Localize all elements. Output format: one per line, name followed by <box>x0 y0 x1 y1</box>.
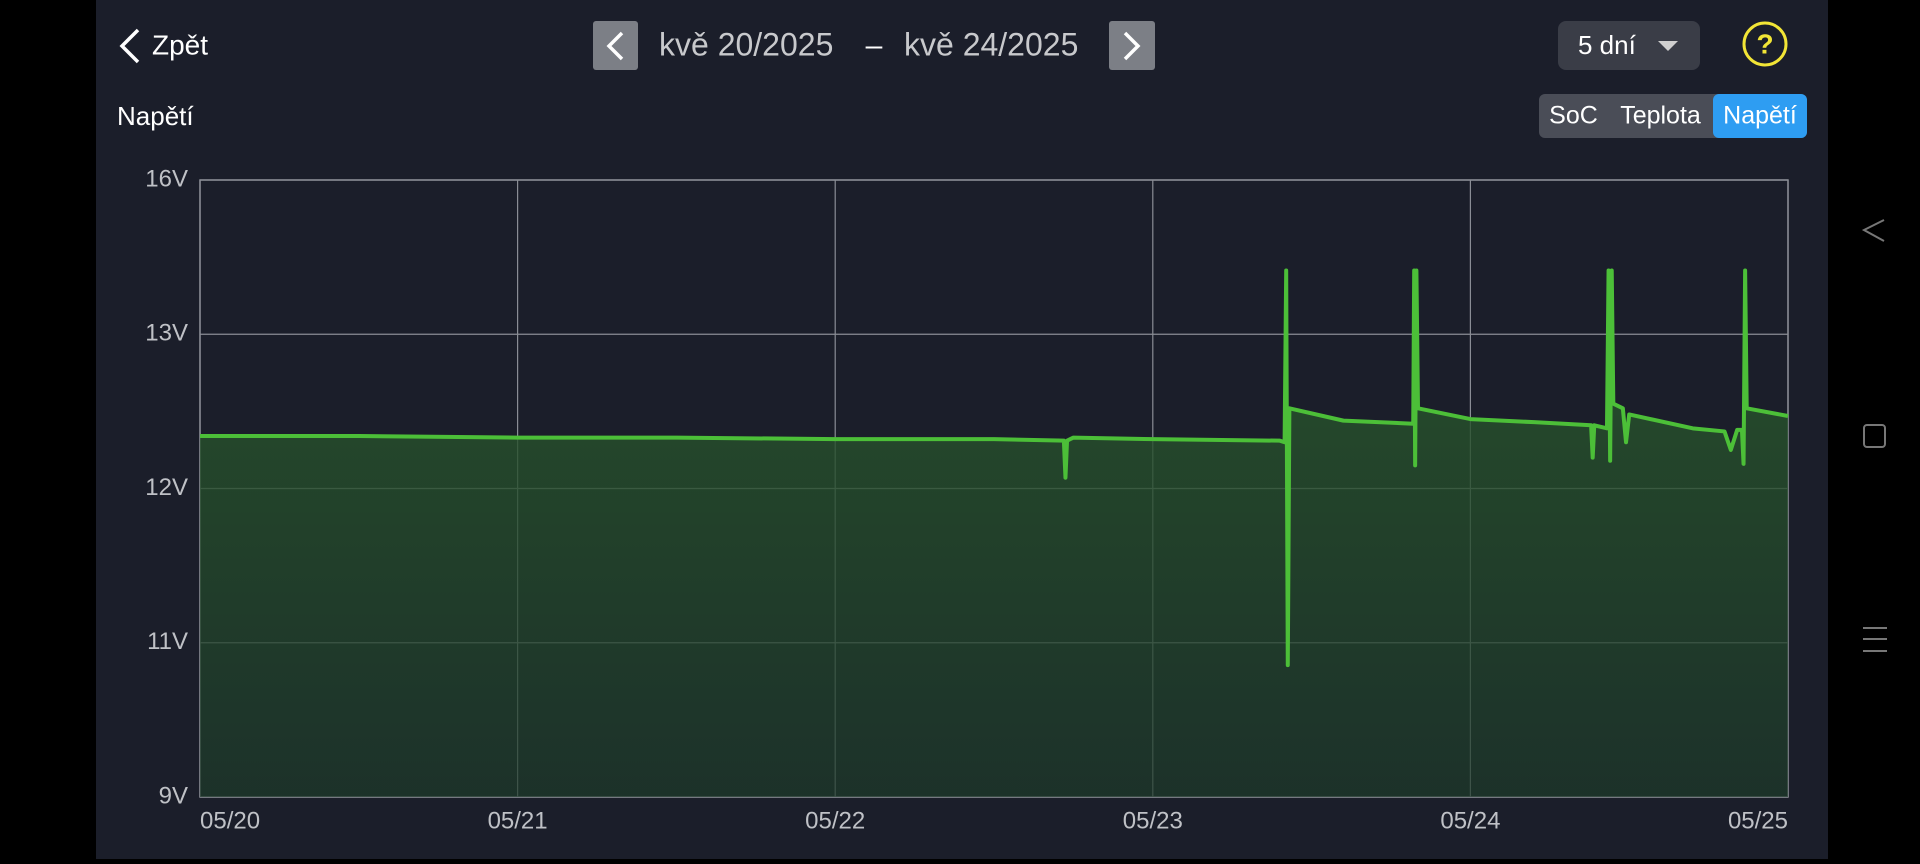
x-tick-label: 05/24 <box>1440 807 1500 834</box>
date-separator: – <box>866 29 883 62</box>
chart: 9V 11V 12V 13V 16V 05/20 05/21 05/22 05/23 05/24 0… <box>145 165 1789 834</box>
nav-home[interactable] <box>1863 424 1886 448</box>
period-dropdown[interactable]: 5 dní <box>1558 21 1700 70</box>
back-button[interactable]: Zpět <box>119 28 208 64</box>
prev-icon <box>606 31 624 61</box>
voltage-line <box>200 268 1789 668</box>
tab-active-bg <box>1713 94 1807 138</box>
y-tick-label: 12V <box>145 474 188 501</box>
x-tick-label: 05/25 <box>1728 807 1788 834</box>
y-tick-label: 9V <box>159 782 188 809</box>
tab-group: SoC Teplota Napětí <box>1539 94 1807 138</box>
y-tick-label: 16V <box>145 165 188 192</box>
next-bg <box>1109 21 1155 70</box>
back-label: Zpět <box>152 29 208 60</box>
dropdown-bg <box>1558 21 1700 70</box>
x-tick-label: 05/23 <box>1123 807 1183 834</box>
x-tick-label: 05/22 <box>805 807 865 834</box>
help-label: ? <box>1756 28 1773 59</box>
period-label: 5 dní <box>1578 30 1637 60</box>
nav-recent[interactable] <box>1863 627 1887 652</box>
help-button[interactable]: ? <box>1742 21 1788 67</box>
x-tick-label: 05/20 <box>200 807 260 834</box>
next-icon <box>1123 31 1141 61</box>
tab[interactable]: SoC <box>1549 102 1598 130</box>
help-circle <box>1742 21 1788 67</box>
area-fill <box>200 270 1788 797</box>
dropdown-arrow <box>1658 41 1678 51</box>
nav-back[interactable] <box>1861 219 1885 242</box>
prev-button[interactable] <box>593 21 638 70</box>
tab-label: Teplota <box>1620 102 1701 130</box>
next-button[interactable] <box>1109 21 1155 70</box>
tab-label: Napětí <box>1723 102 1797 130</box>
tab[interactable]: Napětí <box>1713 94 1807 138</box>
prev-bg <box>593 21 638 70</box>
y-tick-label: 13V <box>145 320 188 347</box>
tab-label: SoC <box>1549 102 1598 130</box>
section-title: Napětí <box>117 101 194 131</box>
date-to: kvě 24/2025 <box>904 26 1078 62</box>
back-icon <box>119 28 140 64</box>
y-tick-label: 11V <box>147 628 188 655</box>
date-from: kvě 20/2025 <box>659 26 833 62</box>
tab[interactable]: Teplota <box>1620 102 1701 130</box>
x-tick-label: 05/21 <box>488 807 548 834</box>
